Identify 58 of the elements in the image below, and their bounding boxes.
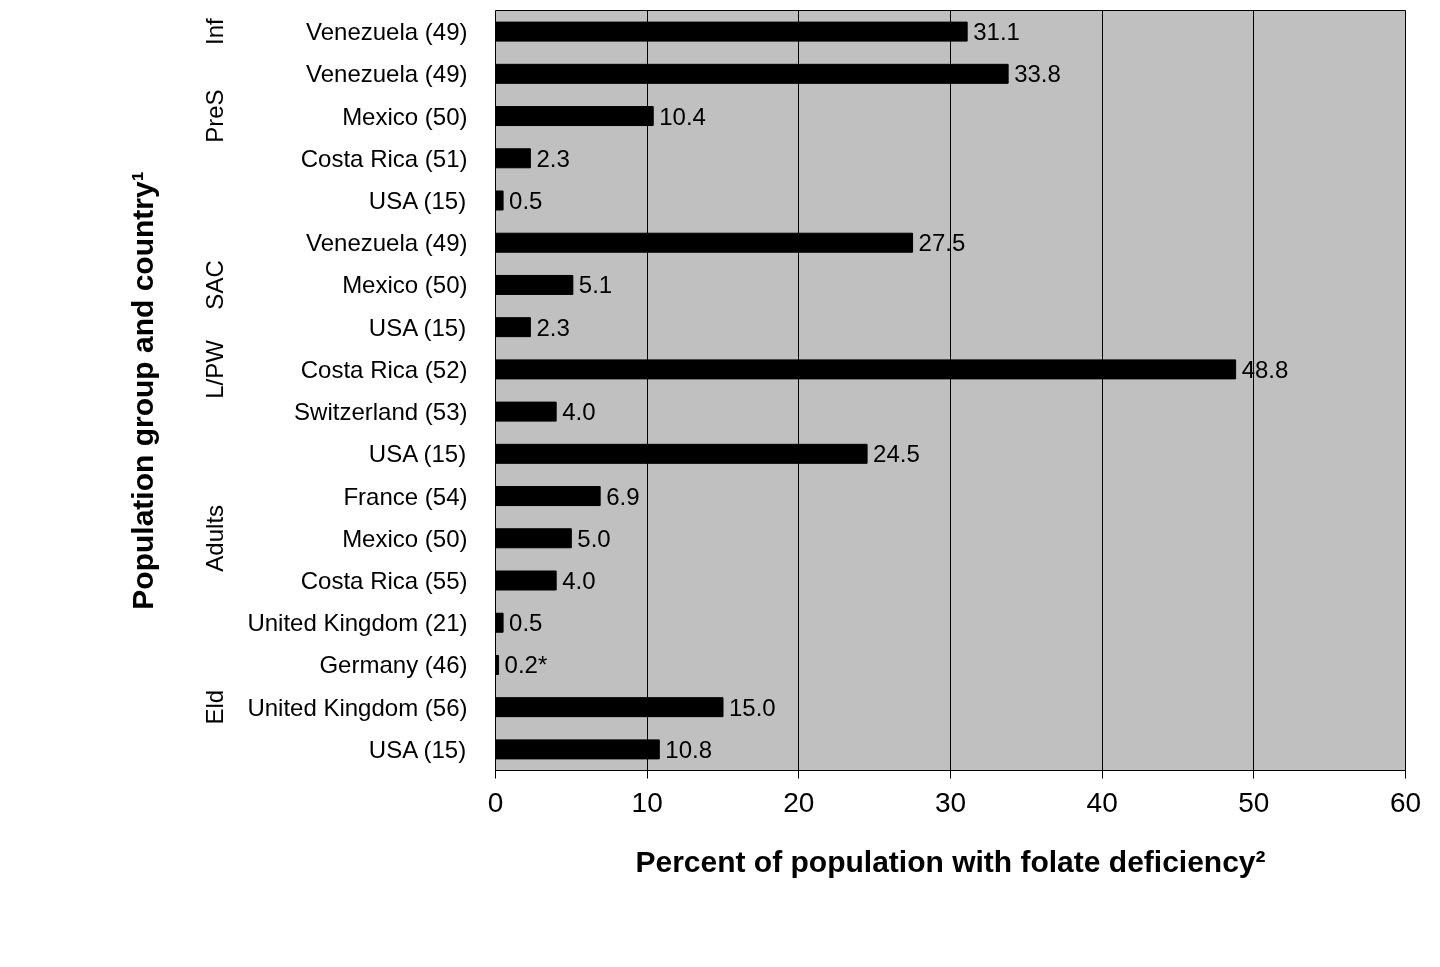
y-tick-label: Venezuela (49) [306,18,468,46]
x-tick-label: 0 [487,786,504,818]
data-label: 2.3 [536,144,570,172]
data-label: 31.1 [973,18,1020,46]
y2-tick-label: PreS [201,89,229,143]
x-tick-label: 60 [1389,786,1422,818]
bar [495,317,531,338]
data-label: 5.1 [578,271,613,299]
bar [495,528,572,549]
y-tick-label: USA (15) [368,187,467,214]
y-tick-label: France (54) [343,482,468,510]
data-label: 4.0 [562,567,596,594]
data-label: 24.5 [873,440,920,468]
bar [495,190,504,211]
y-tick-label: Venezuela (49) [306,229,468,257]
y-tick-label: USA (15) [368,440,467,468]
y-tick-label: Germany (46) [319,651,468,679]
x-tick-label: 30 [934,786,967,818]
data-label: 5.0 [577,524,611,552]
data-label: 6.9 [606,482,640,510]
data-label: 2.3 [536,313,570,341]
y-axis-title: Population group and country¹ [125,171,159,610]
bar [495,148,531,169]
y-tick-label: USA (15) [368,313,467,341]
data-label: 15.0 [729,693,776,721]
x-tick-label: 40 [1086,786,1118,818]
x-tick-label: 50 [1238,786,1270,818]
bar [495,274,574,295]
y-tick-label: Costa Rica (55) [300,567,468,594]
y2-tick-label: Inf [201,17,229,45]
y-tick-label: Mexico (50) [342,102,468,130]
data-label: 0.5 [509,609,543,637]
data-label: 10.4 [659,102,706,130]
x-tick-label: 10 [631,786,663,818]
data-label: 33.8 [1014,60,1061,88]
y2-tick-label: SAC [201,260,229,310]
y-tick-label: USA (15) [368,735,467,763]
data-label: 4.0 [562,398,596,426]
y-tick-label: United Kingdom (21) [247,609,468,637]
y-tick-label: Mexico (50) [342,524,468,552]
bar [495,570,557,591]
y-tick-label: United Kingdom (56) [247,693,468,721]
y-tick-label: Costa Rica (51) [300,144,468,172]
y-tick-label: Venezuela (49) [306,60,468,88]
data-label: 10.8 [665,735,713,763]
y-tick-label: Switzerland (53) [294,398,468,426]
data-label: 0.5 [509,187,543,214]
y-tick-label: Costa Rica (52) [300,355,468,383]
y2-tick-label: Eld [201,689,229,725]
y2-tick-label: Adults [201,504,229,572]
y-tick-label: Mexico (50) [342,271,468,299]
bar [495,612,504,633]
y2-tick-label: L/PW [201,339,229,399]
bar [495,401,557,422]
bar [495,486,601,507]
x-tick-label: 20 [783,786,815,818]
data-label: 0.2* [504,651,548,679]
x-axis-title: Percent of population with folate deficiency² [635,844,1266,878]
